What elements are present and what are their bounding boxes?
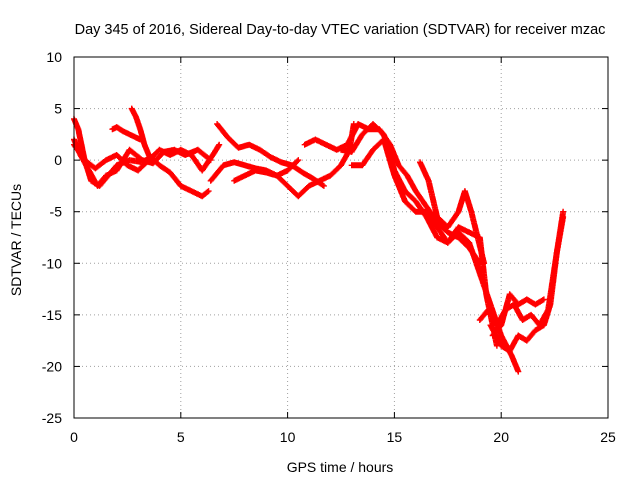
series-track-e — [128, 105, 154, 164]
y-tick-label: -10 — [42, 255, 62, 271]
series-markers — [109, 124, 144, 143]
series-track-o — [489, 291, 547, 339]
plot-border — [73, 56, 609, 419]
x-tick-label: 5 — [177, 429, 185, 445]
y-tick-label: -20 — [42, 358, 62, 374]
x-tick-label: 10 — [280, 429, 296, 445]
series-markers — [487, 208, 567, 354]
series-markers — [231, 157, 302, 184]
chart-title: Day 345 of 2016, Sidereal Day-to-day VTE… — [75, 22, 606, 38]
series-markers — [417, 159, 488, 267]
x-axis-label: GPS time / hours — [287, 459, 394, 475]
x-tick-label: 20 — [493, 429, 509, 445]
y-tick-label: 10 — [46, 49, 62, 65]
x-tick-label: 15 — [387, 429, 403, 445]
gridlines — [74, 57, 608, 418]
y-axis-label: SDTVAR / TECUs — [8, 184, 24, 296]
series-track-f — [214, 121, 327, 189]
y-tick-label: 5 — [54, 101, 62, 117]
series-track-d — [109, 124, 144, 143]
x-tick-label: 25 — [600, 429, 616, 445]
y-tick-label: -5 — [50, 204, 63, 220]
data-points — [71, 105, 567, 375]
x-axis-ticks: 0 5 10 15 20 25 — [70, 57, 616, 445]
y-tick-label: -15 — [42, 307, 62, 323]
series-track-n — [487, 208, 567, 354]
series-track-l — [417, 159, 488, 267]
x-tick-label: 0 — [70, 429, 78, 445]
y-axis-ticks: 10 5 0 -5 -10 -15 -20 -25 — [42, 49, 608, 426]
y-tick-label: 0 — [54, 152, 62, 168]
series-markers — [214, 121, 327, 189]
series-track-h — [231, 157, 302, 184]
y-tick-label: -25 — [42, 410, 62, 426]
series-track-i — [301, 121, 483, 267]
series-markers — [301, 121, 483, 267]
series-markers — [489, 291, 547, 339]
series-markers — [128, 105, 154, 164]
